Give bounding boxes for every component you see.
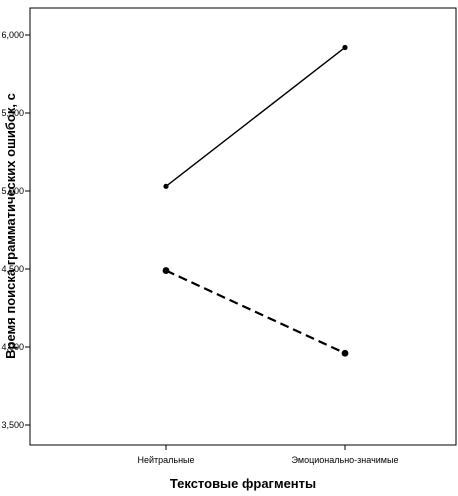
x-tick-label: Нейтральные: [137, 455, 194, 465]
y-tick-label: 3,500: [1, 420, 24, 430]
y-axis-ticks: 3,500 4,000 4,500 5,000 5,500 6,000: [1, 30, 30, 430]
y-tick-label: 5,000: [1, 186, 24, 196]
data-point-series-2-2: [341, 349, 349, 357]
y-tick-label: 6,000: [1, 30, 24, 40]
y-tick-label: 4,500: [1, 264, 24, 274]
y-tick-label: 5,500: [1, 108, 24, 118]
plot-area-frame: [29, 7, 457, 446]
series-layer: [162, 44, 349, 357]
x-axis-title: Текстовые фрагменты: [170, 476, 316, 491]
data-point-series-2-1: [162, 267, 170, 274]
data-point-series-1-1: [163, 183, 169, 189]
y-axis-title: Время поиска грамматических ошибок, с: [3, 93, 18, 359]
series-line-2: [165, 269, 346, 355]
x-axis-ticks: Нейтральные Эмоционально-значимые: [137, 445, 398, 465]
series-line-1: [165, 46, 346, 187]
data-point-series-1-2: [342, 44, 348, 51]
y-tick-label: 4,000: [1, 342, 24, 352]
x-tick-label: Эмоционально-значимые: [292, 455, 399, 465]
